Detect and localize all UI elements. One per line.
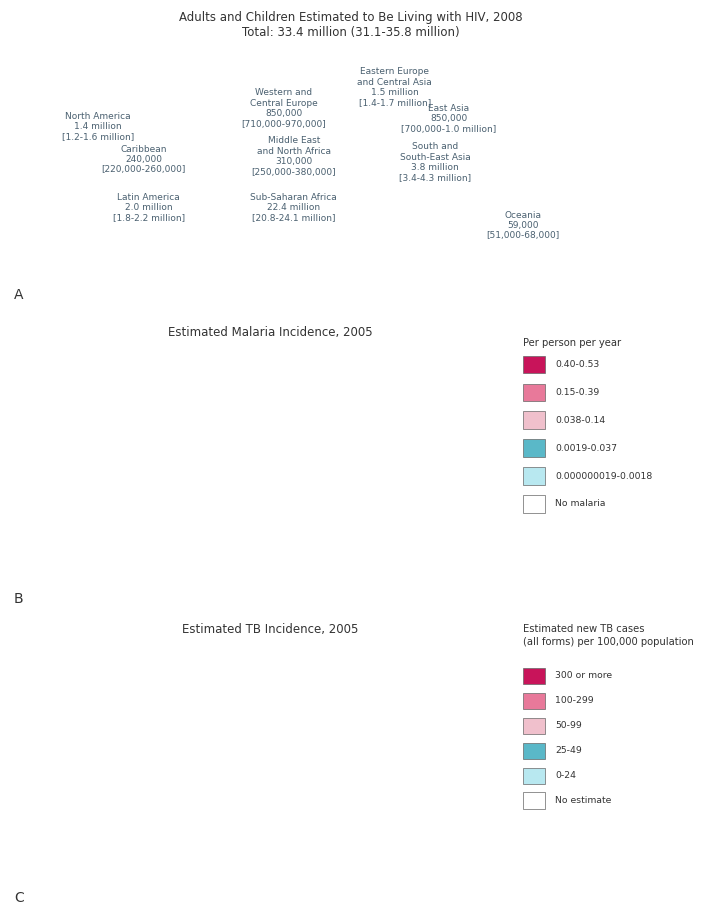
Text: 0.0019-0.037: 0.0019-0.037: [555, 444, 617, 452]
Bar: [523, 355, 545, 373]
Bar: [523, 384, 545, 402]
Text: 100-299: 100-299: [555, 696, 594, 705]
Text: Adults and Children Estimated to Be Living with HIV, 2008: Adults and Children Estimated to Be Livi…: [179, 11, 523, 24]
Bar: [523, 495, 545, 512]
Text: Caribbean
240,000
[220,000-260,000]: Caribbean 240,000 [220,000-260,000]: [101, 145, 185, 174]
Text: 0-24: 0-24: [555, 771, 576, 780]
Text: Western and
Central Europe
850,000
[710,000-970,000]: Western and Central Europe 850,000 [710,…: [241, 89, 326, 128]
Text: No malaria: No malaria: [555, 499, 606, 509]
Text: Eastern Europe
and Central Asia
1.5 million
[1.4-1.7 million]: Eastern Europe and Central Asia 1.5 mill…: [357, 67, 432, 108]
Text: Estimated Malaria Incidence, 2005: Estimated Malaria Incidence, 2005: [168, 327, 373, 340]
Bar: [523, 692, 545, 709]
Text: Estimated TB Incidence, 2005: Estimated TB Incidence, 2005: [182, 623, 358, 636]
Bar: [523, 743, 545, 759]
Text: 50-99: 50-99: [555, 721, 582, 730]
Bar: [523, 439, 545, 457]
Text: Estimated new TB cases
(all forms) per 100,000 population: Estimated new TB cases (all forms) per 1…: [523, 625, 694, 647]
Text: 0.40-0.53: 0.40-0.53: [555, 360, 600, 369]
Text: 0.000000019-0.0018: 0.000000019-0.0018: [555, 472, 652, 481]
Text: 25-49: 25-49: [555, 746, 582, 755]
Text: East Asia
850,000
[700,000-1.0 million]: East Asia 850,000 [700,000-1.0 million]: [401, 104, 496, 134]
Text: 300 or more: 300 or more: [555, 671, 612, 680]
Text: Total: 33.4 million (31.1-35.8 million): Total: 33.4 million (31.1-35.8 million): [242, 26, 460, 39]
Text: Latin America
2.0 million
[1.8-2.2 million]: Latin America 2.0 million [1.8-2.2 milli…: [113, 193, 185, 222]
Bar: [523, 667, 545, 684]
Bar: [523, 793, 545, 809]
Text: Middle East
and North Africa
310,000
[250,000-380,000]: Middle East and North Africa 310,000 [25…: [251, 137, 336, 176]
Text: A: A: [14, 288, 24, 302]
Text: 0.15-0.39: 0.15-0.39: [555, 388, 600, 397]
Text: C: C: [14, 891, 24, 905]
Bar: [523, 467, 545, 485]
Bar: [523, 768, 545, 784]
Text: North America
1.4 million
[1.2-1.6 million]: North America 1.4 million [1.2-1.6 milli…: [62, 112, 134, 141]
Bar: [523, 412, 545, 429]
Bar: [523, 718, 545, 734]
Text: B: B: [14, 593, 24, 606]
Text: Per person per year: Per person per year: [523, 338, 621, 348]
Text: South and
South-East Asia
3.8 million
[3.4-4.3 million]: South and South-East Asia 3.8 million [3…: [399, 142, 471, 183]
Text: No estimate: No estimate: [555, 796, 611, 805]
Text: Sub-Saharan Africa
22.4 million
[20.8-24.1 million]: Sub-Saharan Africa 22.4 million [20.8-24…: [251, 193, 337, 222]
Text: 0.038-0.14: 0.038-0.14: [555, 415, 605, 425]
Text: Oceania
59,000
[51,000-68,000]: Oceania 59,000 [51,000-68,000]: [486, 210, 559, 240]
